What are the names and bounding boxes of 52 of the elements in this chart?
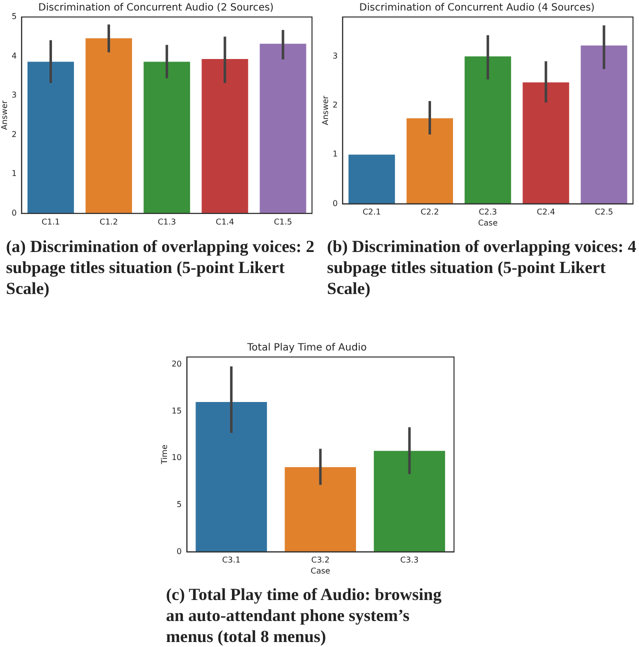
text: (a) Discrimination of overlapping voices: 2 subpage titles situation (5-point Likert Scale)	[5, 236, 316, 299]
y-tick-label: 2	[332, 100, 338, 110]
bar	[406, 118, 454, 204]
y-tick-label: 3	[332, 51, 338, 60]
bar	[284, 467, 356, 552]
bar	[348, 154, 395, 204]
y-tick-label: 3	[12, 90, 17, 100]
bar	[260, 44, 306, 214]
y-tick-label: 10	[172, 453, 182, 462]
x-axis-title: Case	[310, 566, 330, 576]
bar	[464, 56, 512, 204]
y-axis-title: Answer	[0, 100, 9, 130]
bar	[522, 82, 570, 204]
x-tick-label: C2.5	[594, 208, 614, 217]
x-tick-label: C1.4	[216, 217, 234, 226]
text: (b) Discrimination of overlapping voices: 4 subpage titles situation (5-point Likert Scale)	[326, 236, 638, 299]
x-tick-label: C1.5	[274, 217, 292, 226]
x-tick-label: C1.2	[100, 217, 118, 226]
chart-title: Discrimination of Concurrent Audio (2 Sources)	[38, 2, 274, 14]
x-tick-label: C2.3	[478, 208, 497, 217]
y-tick-label: 4	[12, 51, 17, 60]
x-tick-label: C1.1	[42, 217, 60, 226]
x-tick-label: C3.2	[311, 556, 330, 565]
x-tick-label: C2.2	[420, 208, 439, 217]
x-tick-label: C2.4	[536, 208, 556, 217]
x-tick-label: C2.1	[362, 208, 381, 217]
y-tick-label: 0	[332, 198, 338, 208]
y-tick-label: 15	[172, 406, 182, 416]
y-tick-label: 5	[12, 12, 17, 22]
bar	[27, 62, 74, 214]
bar	[374, 450, 446, 552]
bar	[202, 59, 248, 214]
y-tick-label: 1	[332, 150, 338, 159]
y-tick-label: 1	[12, 169, 17, 178]
x-tick-label: C3.1	[222, 556, 240, 565]
y-axis-title: Time	[160, 444, 169, 466]
y-tick-label: 0	[12, 208, 17, 218]
bar	[580, 46, 628, 204]
y-tick-label: 20	[172, 360, 182, 369]
bar	[86, 38, 132, 214]
bar	[196, 402, 267, 552]
y-tick-label: 5	[176, 500, 182, 510]
y-tick-label: 0	[176, 546, 182, 556]
bar	[144, 62, 190, 214]
y-axis-title: Answer	[320, 94, 330, 126]
x-tick-label: C3.3	[400, 556, 419, 565]
x-tick-label: C1.3	[158, 217, 176, 226]
x-axis-title: Case	[478, 218, 498, 228]
chart-title: Total Play Time of Audio	[246, 342, 367, 354]
y-tick-label: 2	[12, 130, 17, 139]
text: (c) Total Play time of Audio: browsing an auto-attendant phone system’s menus (total 8 menus)	[165, 584, 442, 647]
chart-title: Discrimination of Concurrent Audio (4 Sources)	[359, 2, 595, 14]
